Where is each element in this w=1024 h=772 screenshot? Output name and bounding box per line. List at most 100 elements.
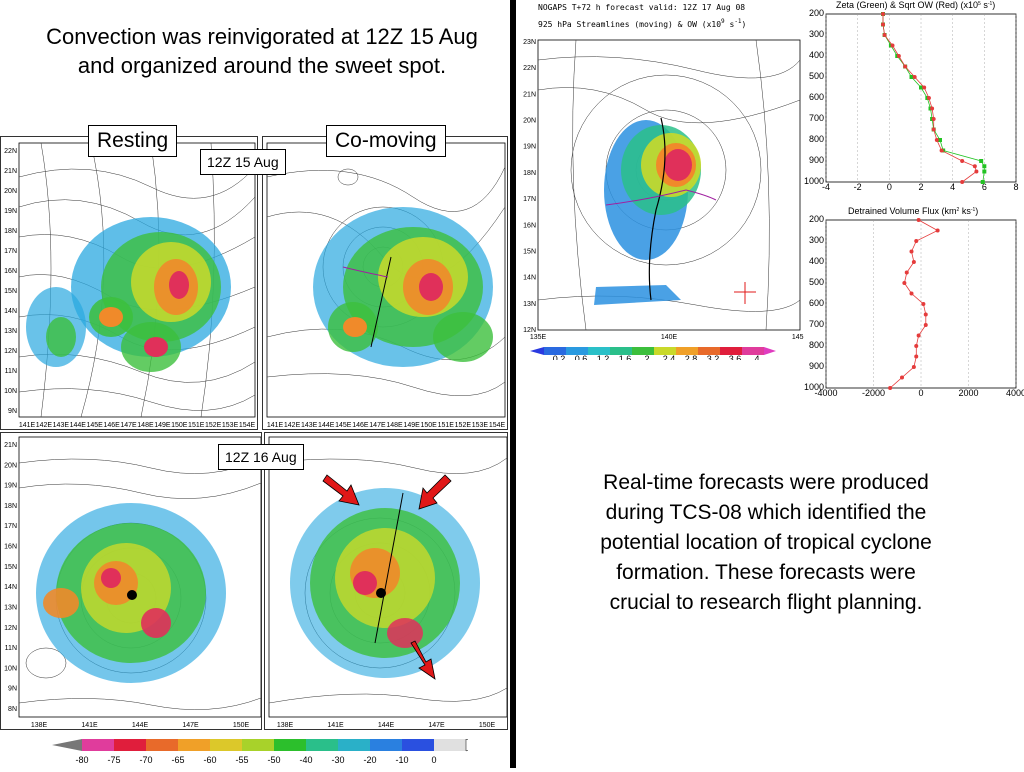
lat-tick-label: 9N	[8, 408, 17, 415]
lon-tick-label: 138E	[31, 722, 48, 729]
lat-tick-label: 15N	[4, 564, 17, 571]
lon-tick-label: 147E	[120, 422, 137, 429]
lat-tick-label: 22N	[523, 65, 536, 72]
lon-tick-label: 144E	[132, 722, 149, 729]
y-tick-label: 1000	[804, 382, 824, 392]
y-tick-label: 600	[809, 92, 824, 102]
data-point	[938, 138, 942, 142]
x-tick-label: -4000	[814, 388, 837, 398]
scale-tick-label: 3.2	[707, 354, 720, 360]
x-tick-label: 2000	[958, 388, 978, 398]
scale-swatch	[654, 347, 676, 355]
x-tick-label: 8	[1013, 182, 1018, 192]
data-point	[903, 64, 908, 69]
profile1-title: Zeta (Green) & Sqrt OW (Red) (x105 s-1)	[836, 0, 995, 10]
lat-tick-label: 18N	[4, 503, 17, 510]
lat-tick-label: 13N	[4, 604, 17, 611]
lat-tick-label: 10N	[4, 388, 17, 395]
x-tick-label: -2000	[862, 388, 885, 398]
data-point	[914, 239, 919, 243]
temperature-color-scale: -80-75-70-65-60-55-50-40-30-20-100C	[52, 738, 491, 767]
scale-swatch	[210, 739, 242, 751]
y-tick-label: 700	[809, 113, 824, 123]
y-tick-label: 600	[809, 298, 824, 308]
data-point	[882, 33, 887, 37]
scale-tick-label: -60	[203, 755, 216, 765]
lat-tick-label: 21N	[4, 442, 17, 449]
forecast-title-line1: NOGAPS T+72 h forecast valid: 12Z 17 Aug…	[538, 3, 745, 12]
scale-swatch	[610, 347, 632, 355]
lon-tick-label: 141E	[267, 422, 284, 429]
data-point	[914, 344, 919, 348]
data-point	[982, 169, 987, 174]
lat-tick-label: 22N	[4, 148, 17, 155]
lat-tick-label: 19N	[523, 144, 536, 151]
lon-tick-label: 148E	[386, 422, 403, 429]
lat-tick-label: 9N	[8, 686, 17, 693]
lon-tick-label: 152E	[455, 422, 472, 429]
data-point	[980, 180, 985, 184]
data-point	[939, 148, 944, 153]
lat-tick-label: 16N	[4, 268, 17, 275]
scale-tick-label: -65	[171, 755, 184, 765]
lon-tick-label: 152E	[205, 422, 222, 429]
lat-tick-label: 18N	[523, 170, 536, 177]
y-tick-label: 500	[809, 71, 824, 81]
x-tick-label: 0	[918, 388, 923, 398]
lon-tick-label: 143E	[53, 422, 70, 429]
scale-tick-label: 0	[431, 755, 436, 765]
scale-tick-label: 2.4	[663, 354, 676, 360]
x-tick-label: 0	[887, 182, 892, 192]
comoving-label: Co-moving	[326, 125, 446, 157]
scale-swatch	[306, 739, 338, 751]
scale-left-cap	[52, 739, 82, 751]
lat-tick-label: 11N	[5, 368, 17, 375]
lon-tick-label: 145E	[335, 422, 352, 429]
lon-tick-label: 151E	[438, 422, 455, 429]
y-tick-label: 500	[809, 277, 824, 287]
data-point	[922, 85, 927, 90]
lat-tick-label: 14N	[4, 308, 17, 315]
scale-tick-label: 4	[754, 354, 759, 360]
lon-tick-label: 142E	[284, 422, 301, 429]
scale-tick-label: 0.6	[575, 354, 588, 360]
lon-tick-label: 146E	[103, 422, 120, 429]
lon-tick-label: 138E	[277, 722, 294, 729]
data-point	[896, 54, 901, 58]
slide-heading: Convection was reinvigorated at 12Z 15 A…	[46, 24, 478, 78]
scale-swatch	[274, 739, 306, 751]
lon-tick-label: 146E	[352, 422, 369, 429]
scale-swatch	[242, 739, 274, 751]
data-point	[911, 260, 916, 264]
lat-tick-label: 14N	[523, 275, 536, 282]
scale-tick-label: -75	[107, 755, 120, 765]
data-point	[888, 386, 893, 390]
data-point	[923, 323, 928, 327]
scale-swatch	[178, 739, 210, 751]
y-tick-label: 900	[809, 361, 824, 371]
data-point	[902, 281, 907, 285]
lat-tick-label: 15N	[523, 248, 536, 255]
data-point	[934, 138, 939, 142]
y-tick-label: 900	[809, 155, 824, 165]
lat-tick-label: 20N	[523, 118, 536, 125]
lat-tick-label: 21N	[4, 168, 17, 175]
lat-tick-label: 17N	[4, 523, 17, 530]
y-tick-label: 400	[809, 50, 824, 60]
lon-tick-label: 150E	[421, 422, 438, 429]
scale-tick-label: 1.6	[619, 354, 632, 360]
scale-swatch	[566, 347, 588, 355]
scale-tick-label: -70	[139, 755, 152, 765]
data-point	[931, 127, 936, 132]
lon-tick-label: 153E	[222, 422, 239, 429]
lat-tick-label: 17N	[4, 248, 17, 255]
lat-tick-label: 20N	[4, 188, 17, 195]
lon-tick-label: 141E	[19, 422, 36, 429]
scale-tick-label: -50	[267, 755, 280, 765]
profile2-title: Detrained Volume Flux (km2 ks-1)	[848, 206, 978, 216]
y-tick-label: 400	[809, 256, 824, 266]
scale-swatch	[402, 739, 434, 751]
lon-tick-label: 148E	[137, 422, 154, 429]
lon-tick-label: 149E	[403, 422, 420, 429]
lon-tick-label: 144E	[378, 722, 395, 729]
